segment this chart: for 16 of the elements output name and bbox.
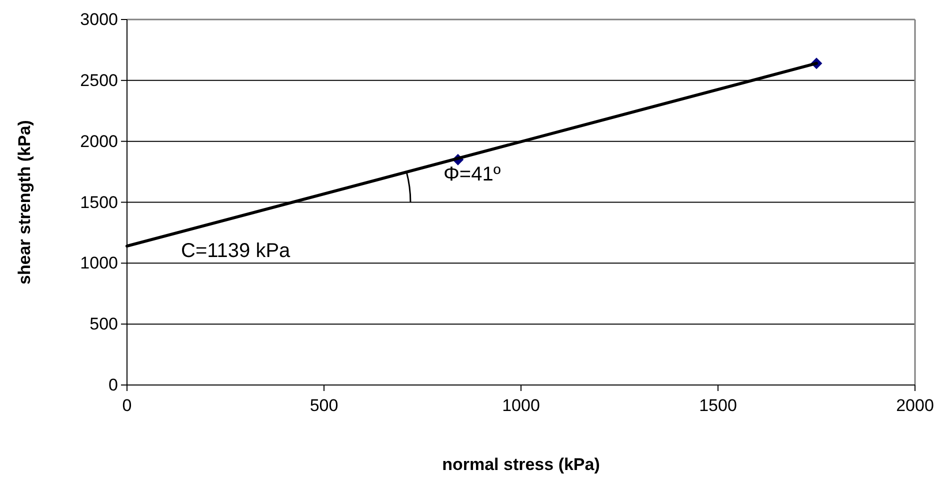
annotation: Φ=41º [443,163,502,186]
annotation: C=1139 kPa [181,240,292,262]
y-tick-label: 2000 [80,132,118,151]
x-tick-label: 1500 [699,396,737,415]
x-tick-label: 2000 [896,396,934,415]
x-tick-label: 500 [310,396,338,415]
y-tick-label: 2500 [80,70,118,90]
y-tick-label: 3000 [80,10,118,29]
y-tick-label: 1000 [80,254,118,273]
y-axis-title: shear strength (kPa) [15,120,34,284]
x-axis-title: normal stress (kPa) [442,455,600,474]
y-tick-label: 0 [108,376,118,394]
x-tick-label: 1000 [502,396,540,415]
x-tick-label: 0 [122,396,132,415]
y-tick-label: 1500 [80,192,118,212]
y-tick-label: 500 [90,314,118,334]
